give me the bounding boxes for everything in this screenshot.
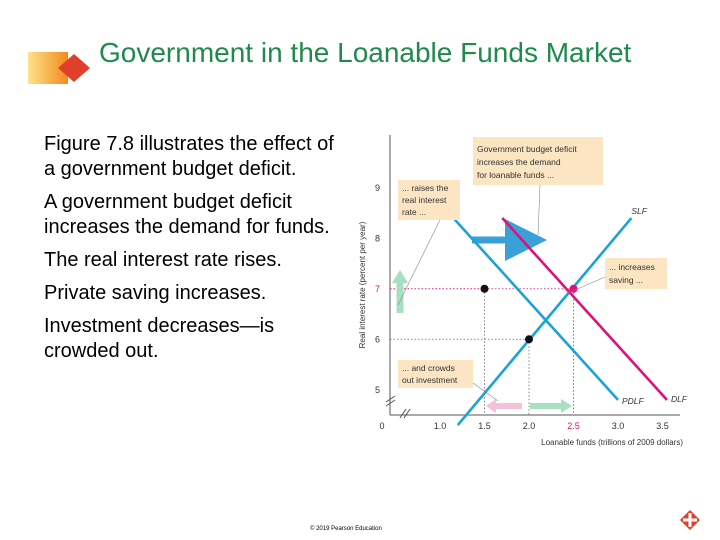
curve-dlf [501,217,668,401]
x-tick-labels: 0 1.0 1.5 2.0 2.5 3.0 3.5 [379,421,668,431]
bullet-item: The real interest rate rises. [44,249,282,271]
corner-logo-icon [680,510,700,530]
y-tick-label: 7 [375,284,380,294]
slide-title: Government in the Loanable Funds Market [99,37,632,68]
y-tick-label: 6 [375,334,380,344]
leader-line [397,219,441,306]
callout-text: Government budget deficit increases the … [477,144,579,180]
x-axis-label: Loanable funds (trillions of 2009 dollar… [541,438,683,447]
callout-text: ... increases saving ... [609,262,657,285]
bullet-item: Investment decreases—is crowded out. [44,315,275,362]
curve-pdlf [452,217,619,401]
callout-text: ... and crowds out investment [402,363,458,385]
y-tick-labels: 5 6 7 8 9 [375,183,380,395]
loanable-funds-chart: 0 1.0 1.5 2.0 2.5 3.0 3.5 5 6 7 8 9 Real interest … [358,135,688,447]
crowd-out-arrowhead [486,399,496,413]
x-tick-label: 2.5 [567,421,580,431]
equilibrium-point [525,335,533,344]
leader-line [537,184,541,236]
callout-box [605,258,667,289]
x-tick-label: 0 [379,421,384,431]
y-axis-break [385,399,396,407]
callout-box [398,360,473,388]
logo-diamond [58,54,90,82]
bullet-list: Figure 7.8 illustrates the effect of a g… [44,132,344,372]
curve-slf [456,217,633,426]
x-axis-break [399,408,407,419]
y-axis-break [385,395,396,403]
x-tick-label: 2.0 [523,421,536,431]
callout-box [398,180,460,220]
bullet-item: Figure 7.8 illustrates the effect of a g… [44,133,334,180]
curves [452,217,668,426]
leader-line [472,382,499,402]
y-tick-label: 8 [375,233,380,243]
curve-label-pdlf: PDLF [622,396,645,406]
x-tick-label: 1.0 [434,421,447,431]
leader-line [567,276,606,294]
curve-labels: SLF DLF PDLF [622,206,688,406]
x-axis-break [403,408,411,419]
x-tick-label: 1.5 [478,421,491,431]
callout-box [473,137,603,185]
equilibrium-point [569,284,578,293]
bullet-item: A government budget deficit increases th… [44,191,330,238]
slide-logo [28,52,90,84]
copyright-text: © 2019 Pearson Education [310,526,382,532]
y-tick-label: 9 [375,183,380,193]
x-tick-label: 3.5 [656,421,669,431]
callout-text: ... raises the real interest rate ... [402,183,451,217]
y-tick-label: 5 [375,385,380,395]
saving-shift-arrowhead [561,399,572,413]
curve-label-dlf: DLF [671,394,688,404]
equilibrium-points [480,284,578,344]
bullet-item: Private saving increases. [44,282,267,304]
y-axis-label: Real interest rate (percent per year) [358,221,367,348]
saving-increase-arrowhead [392,270,408,283]
x-tick-label: 3.0 [612,421,625,431]
equilibrium-point [480,284,489,293]
curve-label-slf: SLF [631,206,647,216]
